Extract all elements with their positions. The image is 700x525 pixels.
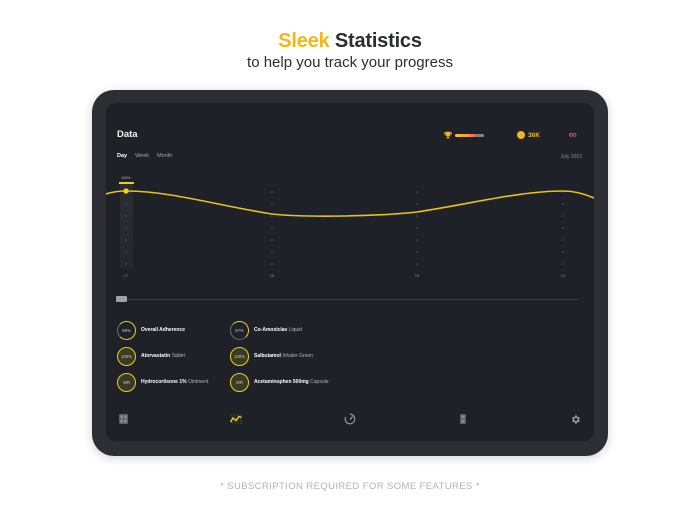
stat-acetaminophen[interactable]: WR Acetaminophen 500mg Capsule [230, 372, 329, 392]
range-tabs: Day Week Month [117, 153, 172, 159]
coin-icon [517, 131, 525, 139]
stat-subtitle: Tablet [171, 353, 185, 359]
selected-point[interactable] [123, 188, 129, 194]
stat-title: Acetaminophen 500mg [254, 379, 309, 385]
headline-accent: Sleek [278, 30, 330, 52]
trophy-progress[interactable] [444, 130, 484, 140]
selected-column [120, 183, 133, 268]
stat-subtitle: Inhaler Green [282, 353, 313, 359]
progress-ring: 67% [230, 320, 249, 340]
timeline-scrubber-handle[interactable] [116, 296, 127, 302]
subscription-footnote: * SUBSCRIPTION REQUIRED FOR SOME FEATURE… [220, 481, 480, 492]
coins-value: 36K [528, 131, 540, 139]
progress-ring: WR [117, 372, 136, 392]
hourglass-icon[interactable] [457, 413, 469, 425]
tab-month[interactable]: Month [157, 153, 173, 159]
timer-icon[interactable] [344, 413, 356, 425]
adherence-line [106, 190, 594, 217]
stat-subtitle: Capsule [310, 379, 329, 385]
level-progress-bar [455, 133, 484, 137]
stat-co-amoxiclav[interactable]: 67% Co-Amoxiclav Liquid [230, 320, 302, 340]
stat-title: Overall Adherence [141, 327, 186, 333]
promo-headline: Sleek Statistics [0, 30, 700, 53]
progress-ring: 100% [117, 346, 136, 366]
stat-subtitle: Ointment [187, 379, 209, 385]
timeline-scrubber-track[interactable] [116, 299, 577, 300]
trophy-icon [444, 131, 452, 139]
app-screen [106, 103, 594, 441]
stat-title: Atorvastatin [141, 353, 171, 359]
chart-grid-dots [125, 191, 564, 265]
chart-icon[interactable] [230, 413, 242, 425]
infinity-icon[interactable]: ∞ [569, 129, 577, 141]
progress-ring: 100% [230, 346, 249, 366]
progress-ring: WR [230, 372, 249, 392]
x-label: 14 [560, 273, 566, 278]
gear-icon[interactable] [569, 413, 581, 425]
x-label: 17 [123, 273, 129, 278]
selected-value-underline [119, 182, 134, 184]
month-label: July 2023 [560, 154, 582, 160]
adherence-chart[interactable] [106, 170, 594, 285]
stat-salbutamol[interactable]: 100% Salbutamol Inhaler Green [230, 346, 313, 366]
stat-title: Hydrocortisone 1% [141, 379, 187, 385]
coins-balance[interactable]: 36K [517, 130, 540, 140]
stat-atorvastatin[interactable]: 100% Atorvastatin Tablet [117, 346, 185, 366]
promo-subhead: to help you track your progress [247, 54, 453, 71]
stat-title: Co-Amoxiclav [254, 327, 288, 333]
x-label: 16 [269, 273, 275, 278]
headline-rest: Statistics [334, 30, 422, 52]
page-title: Data [117, 129, 138, 140]
stat-title: Salbutamol [254, 353, 281, 359]
grid-icon[interactable] [117, 413, 129, 425]
selected-value-label: 100% [121, 176, 131, 180]
stat-overall-adherence[interactable]: 89% Overall Adherence [117, 320, 185, 340]
tab-week[interactable]: Week [135, 153, 150, 159]
stat-hydrocortisone[interactable]: WR Hydrocortisone 1% Ointment [117, 372, 208, 392]
tab-day[interactable]: Day [117, 153, 128, 159]
progress-ring: 89% [117, 320, 136, 340]
stat-subtitle: Liquid [288, 327, 303, 333]
x-label: 15 [414, 273, 420, 278]
